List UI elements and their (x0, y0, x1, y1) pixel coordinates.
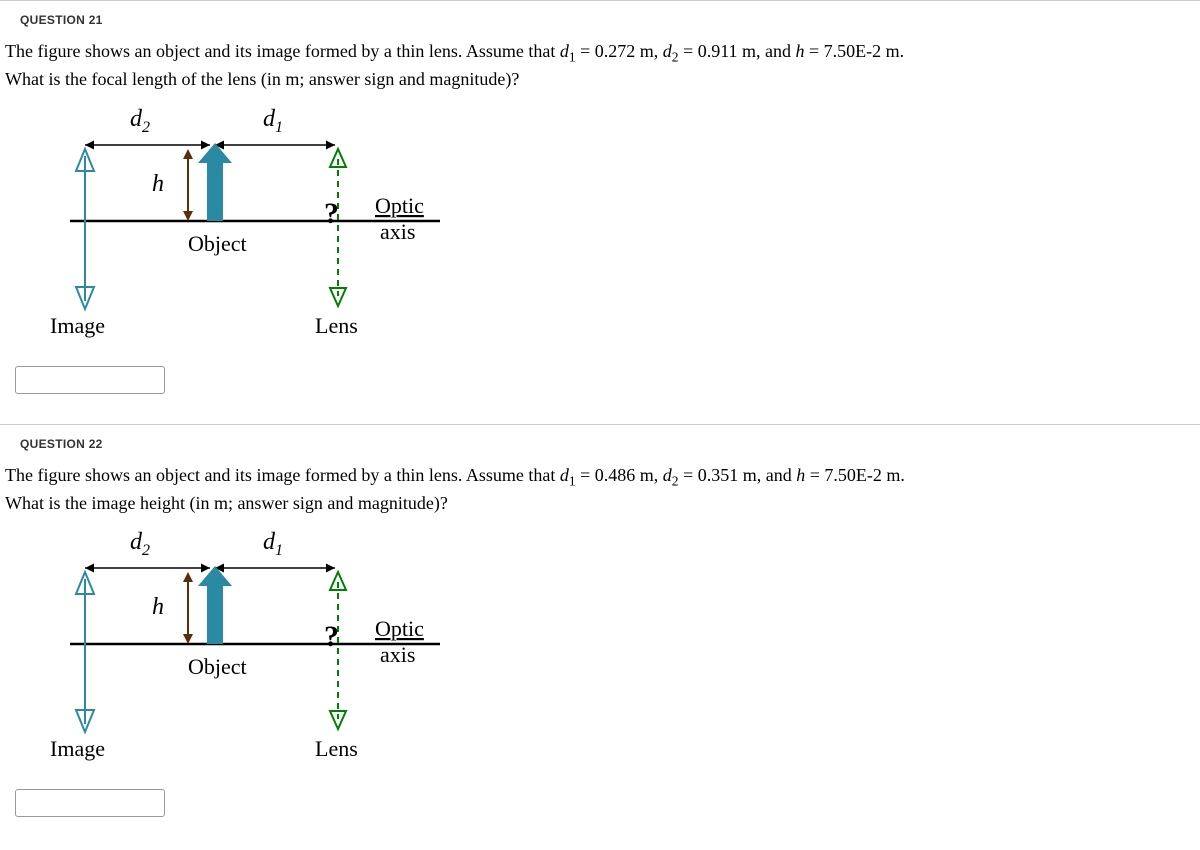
question-number: QUESTION 22 (20, 437, 1180, 451)
image-label: Image (50, 313, 105, 338)
axis-label: axis (380, 219, 415, 244)
d2-sub: 2 (672, 50, 679, 65)
q-text-line2: What is the focal length of the lens (in… (5, 69, 519, 89)
object-label: Object (188, 231, 247, 256)
question-text: The figure shows an object and its image… (5, 463, 1180, 517)
svg-text:d2: d2 (130, 529, 150, 559)
question-text: The figure shows an object and its image… (5, 39, 1180, 93)
question-22-block: QUESTION 22 The figure shows an object a… (0, 424, 1200, 848)
image-arrow (76, 572, 94, 732)
object-label: Object (188, 654, 247, 679)
svg-text:d1: d1 (263, 106, 283, 136)
q-text-prefix: The figure shows an object and its image… (5, 465, 560, 485)
d1-sub: 1 (569, 50, 576, 65)
optic-label: Optic (375, 193, 424, 218)
svg-text:h: h (152, 171, 164, 197)
question-mark-icon: ? (324, 620, 339, 653)
lens-diagram: d2 d1 h Object (40, 101, 1180, 351)
diagram-svg: d2 d1 h Object (40, 101, 460, 351)
d1-eq: = 0.486 m, (576, 465, 663, 485)
lens-label: Lens (315, 313, 358, 338)
svg-text:d2: d2 (130, 106, 150, 136)
d2-var: d (663, 41, 672, 61)
d2-eq: = 0.911 m, and (679, 41, 796, 61)
d2-eq: = 0.351 m, and (679, 465, 797, 485)
svg-text:d1: d1 (263, 529, 283, 559)
h-arrow: h (152, 149, 193, 221)
d2-sub: 2 (672, 473, 679, 488)
h-var: h (796, 41, 805, 61)
object-arrow (198, 143, 232, 221)
d1-var: d (560, 41, 569, 61)
lens-label: Lens (315, 736, 358, 761)
diagram-svg: d2 d1 h Object Image (40, 524, 460, 774)
image-arrow (76, 149, 94, 309)
question-21-block: QUESTION 21 The figure shows an object a… (0, 0, 1200, 424)
d1-sub: 1 (569, 473, 576, 488)
h-var: h (796, 465, 805, 485)
image-label: Image (50, 736, 105, 761)
q-text-line2: What is the image height (in m; answer s… (5, 493, 448, 513)
axis-label: axis (380, 642, 415, 667)
d2-var: d (663, 465, 672, 485)
lens-diagram: d2 d1 h Object Image (40, 524, 1180, 774)
q-text-prefix: The figure shows an object and its image… (5, 41, 560, 61)
optic-label: Optic (375, 616, 424, 641)
h-eq: = 7.50E-2 m. (805, 465, 905, 485)
h-arrow: h (152, 572, 193, 644)
h-eq: = 7.50E-2 m. (805, 41, 905, 61)
answer-input[interactable] (15, 366, 165, 394)
d1-var: d (560, 465, 569, 485)
svg-text:h: h (152, 594, 164, 620)
question-number: QUESTION 21 (20, 13, 1180, 27)
answer-input[interactable] (15, 789, 165, 817)
object-arrow (198, 566, 232, 644)
question-mark-icon: ? (324, 197, 339, 230)
d1-eq: = 0.272 m, (576, 41, 663, 61)
